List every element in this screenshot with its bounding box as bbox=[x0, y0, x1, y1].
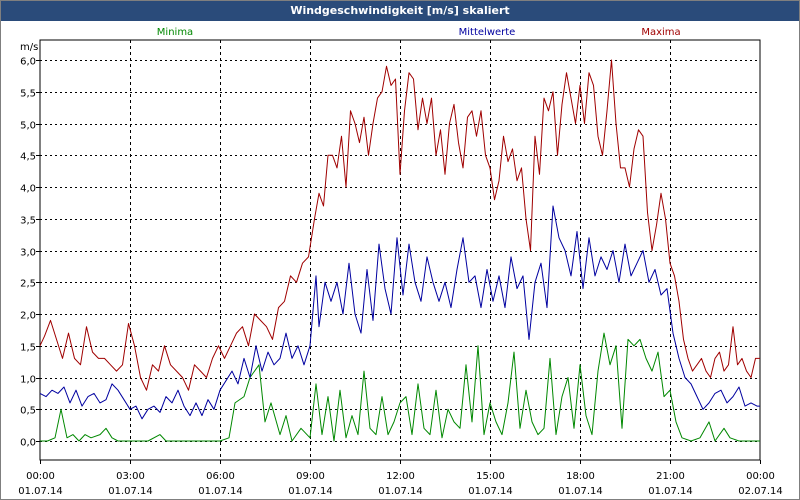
x-tick-time: 06:00 bbox=[206, 471, 235, 482]
y-tick-label: 2,0 bbox=[20, 311, 36, 322]
y-tick-label: 4,5 bbox=[20, 152, 36, 163]
x-tick-date: 02.07.14 bbox=[738, 486, 783, 497]
y-tick-label: 1,5 bbox=[20, 343, 36, 354]
series-line-mittelwerte bbox=[39, 205, 760, 420]
x-tick-date: 01.07.14 bbox=[288, 486, 333, 497]
x-tick-time: 00:00 bbox=[26, 471, 55, 482]
x-tick-time: 09:00 bbox=[296, 471, 325, 482]
x-tick-time: 21:00 bbox=[656, 471, 685, 482]
chart-title: Windgeschwindigkeit [m/s] skaliert bbox=[290, 4, 510, 17]
x-tick-date: 01.07.14 bbox=[378, 486, 423, 497]
series-line-maxima bbox=[39, 59, 760, 391]
x-tick-date: 01.07.14 bbox=[648, 486, 693, 497]
y-tick-label: 5,0 bbox=[20, 121, 36, 132]
y-tick-label: 1,0 bbox=[20, 375, 36, 386]
x-tick-time: 03:00 bbox=[116, 471, 145, 482]
y-tick-label: 5,5 bbox=[20, 89, 36, 100]
x-tick-date: 01.07.14 bbox=[108, 486, 153, 497]
y-tick-label: 3,0 bbox=[20, 248, 36, 259]
x-tick-date: 01.07.14 bbox=[18, 486, 63, 497]
y-tick-label: 0,0 bbox=[20, 438, 36, 449]
x-tick-time: 15:00 bbox=[476, 471, 505, 482]
legend-mittelwerte: Mittelwerte bbox=[459, 27, 516, 38]
y-tick-label: 6,0 bbox=[20, 57, 36, 68]
x-tick-time: 18:00 bbox=[566, 471, 595, 482]
y-tick-label: 3,5 bbox=[20, 216, 36, 227]
x-tick-time: 12:00 bbox=[386, 471, 415, 482]
x-tick-date: 01.07.14 bbox=[468, 486, 513, 497]
y-axis-label: m/s bbox=[20, 42, 38, 53]
x-tick-time: 00:00 bbox=[746, 471, 775, 482]
chart-titlebar: Windgeschwindigkeit [m/s] skaliert bbox=[1, 1, 799, 21]
y-tick-label: 0,5 bbox=[20, 406, 36, 417]
x-tick-date: 01.07.14 bbox=[198, 486, 243, 497]
legend-minima: Minima bbox=[157, 27, 193, 38]
legend-maxima: Maxima bbox=[641, 27, 680, 38]
series-line-minima bbox=[40, 332, 760, 442]
x-tick-date: 01.07.14 bbox=[558, 486, 603, 497]
y-tick-label: 2,5 bbox=[20, 279, 36, 290]
y-tick-label: 4,0 bbox=[20, 184, 36, 195]
